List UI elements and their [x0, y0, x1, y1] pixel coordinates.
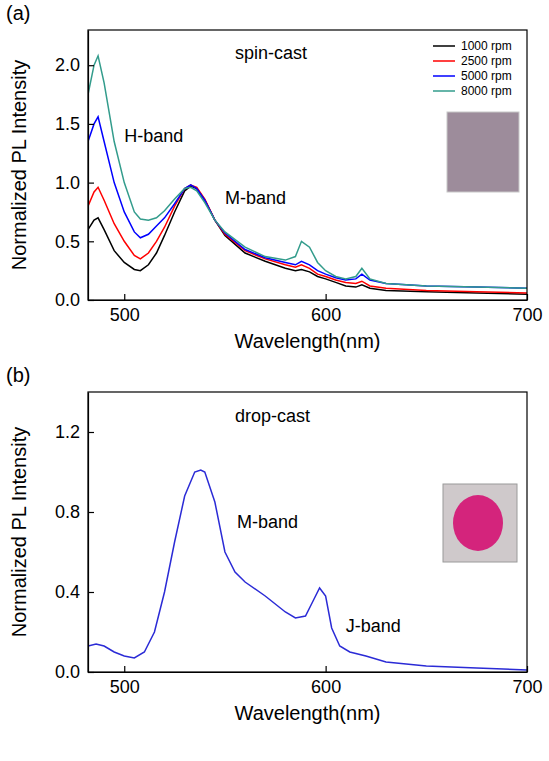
- legend: 1000 rpm2500 rpm5000 rpm8000 rpm: [433, 39, 512, 98]
- legend-swatch: [433, 75, 455, 77]
- y-axis: 0.0 0.4 0.8 1.2: [55, 393, 94, 683]
- tick-mark: [88, 65, 94, 66]
- tick: 700: [512, 294, 542, 325]
- panel-label: (b): [6, 364, 30, 386]
- tick-label: 2.0: [55, 55, 80, 75]
- tick-mark: [88, 183, 94, 184]
- x-axis: 500 600 700: [89, 666, 543, 697]
- tick-mark: [88, 241, 94, 242]
- tick: 1.5: [55, 114, 94, 134]
- spectrum-line: [88, 470, 527, 670]
- tick: 700: [512, 666, 542, 697]
- tick-label: 0.4: [55, 582, 80, 602]
- x-axis: 500 600 700: [89, 294, 543, 325]
- tick: 1.0: [55, 173, 94, 193]
- tick-mark: [527, 294, 528, 300]
- legend-label: 1000 rpm: [461, 39, 512, 53]
- tick: 1.2: [55, 422, 94, 442]
- inset-photo: [443, 484, 517, 562]
- legend-label: 8000 rpm: [461, 84, 512, 98]
- tick-label: 0.0: [55, 290, 80, 310]
- tick: 0.4: [55, 582, 94, 602]
- y-axis: 0.0 0.5 1.0 1.5 2.0: [55, 31, 94, 311]
- tick-label: 0.8: [55, 502, 80, 522]
- tick: 600: [311, 294, 341, 325]
- axis-line: [89, 672, 528, 673]
- tick-label: 700: [512, 677, 542, 697]
- inset-photo: [447, 112, 519, 192]
- spectrum-line: [88, 117, 527, 288]
- y-axis-title: Normalized PL Intensity: [8, 60, 30, 270]
- axis-line: [88, 31, 89, 301]
- legend-label: 2500 rpm: [461, 54, 512, 68]
- tick-mark: [527, 666, 528, 672]
- annotation: spin-cast: [235, 43, 307, 63]
- x-axis-title: Wavelength(nm): [235, 330, 381, 352]
- axis-line: [88, 393, 89, 673]
- tick: 0.8: [55, 502, 94, 522]
- tick-mark: [88, 432, 94, 433]
- tick-label: 600: [311, 677, 341, 697]
- tick-label: 0.0: [55, 662, 80, 682]
- tick-label: 0.5: [55, 232, 80, 252]
- annotation: M-band: [237, 512, 298, 532]
- annotation: M-band: [225, 188, 286, 208]
- tick-mark: [88, 592, 94, 593]
- plot-area: [88, 56, 527, 294]
- tick-label: 500: [110, 677, 140, 697]
- tick: 500: [110, 666, 140, 697]
- inset-drop: [453, 495, 503, 551]
- tick-label: 1.2: [55, 422, 80, 442]
- legend-swatch: [433, 60, 455, 62]
- plot-area: [88, 470, 527, 670]
- panel: 500 600 700 0.0 0.4 0.8 1.2 Wavelength(nm) Norma…: [6, 364, 543, 724]
- tick-label: 600: [311, 305, 341, 325]
- spectrum-line: [88, 56, 527, 288]
- tick-mark: [326, 666, 327, 672]
- legend-swatch: [433, 45, 455, 47]
- y-axis-title: Normalized PL Intensity: [8, 427, 30, 637]
- tick-mark: [88, 300, 94, 301]
- panel: 500 600 700 0.0 0.5 1.0 1.5 2.0 Wavelength(nm) No…: [6, 2, 543, 352]
- axis-line: [89, 300, 528, 301]
- tick-label: 500: [110, 305, 140, 325]
- x-axis-title: Wavelength(nm): [235, 702, 381, 724]
- tick-mark: [88, 512, 94, 513]
- tick: 0.5: [55, 232, 94, 252]
- tick-label: 1.0: [55, 173, 80, 193]
- spectrum-line: [88, 185, 527, 293]
- tick-label: 1.5: [55, 114, 80, 134]
- annotation: J-band: [346, 616, 401, 636]
- legend-swatch: [433, 90, 455, 92]
- plot-frame: [88, 392, 527, 672]
- tick: 600: [311, 666, 341, 697]
- annotation: drop-cast: [235, 406, 310, 426]
- tick-mark: [326, 294, 327, 300]
- figure: 500 600 700 0.0 0.5 1.0 1.5 2.0 Wavelength(nm) No…: [0, 0, 549, 761]
- plot-frame: [88, 30, 527, 300]
- tick: 2.0: [55, 55, 94, 75]
- tick: 0.0: [55, 662, 94, 682]
- annotation: H-band: [124, 126, 183, 146]
- panel-label: (a): [6, 2, 30, 24]
- tick-mark: [124, 666, 125, 672]
- tick-label: 700: [512, 305, 542, 325]
- tick: 0.0: [55, 290, 94, 310]
- tick-mark: [124, 294, 125, 300]
- tick-mark: [88, 124, 94, 125]
- spectrum-line: [88, 186, 527, 294]
- tick: 500: [110, 294, 140, 325]
- legend-label: 5000 rpm: [461, 69, 512, 83]
- tick-mark: [88, 672, 94, 673]
